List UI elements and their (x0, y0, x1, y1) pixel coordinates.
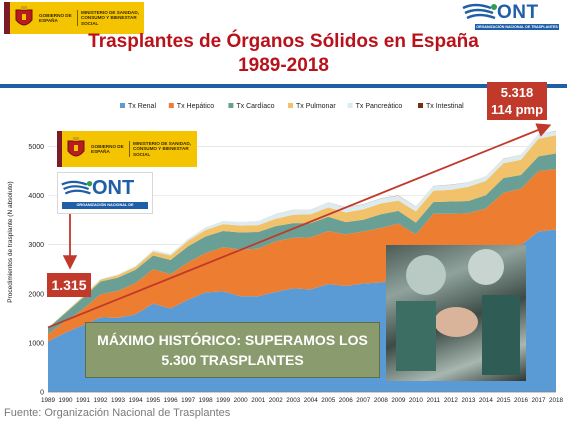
legend-swatch-renal (120, 103, 125, 108)
source-note: Fuente: Organización Nacional de Traspla… (4, 407, 231, 419)
x-tick-label: 1991 (76, 397, 91, 404)
x-tick-label: 1994 (129, 397, 144, 404)
page-subtitle: 1989-2018 (238, 55, 329, 76)
x-tick-label: 2009 (391, 397, 406, 404)
legend-label-renal: Tx Renal (128, 103, 156, 110)
y-tick-label: 0 (40, 390, 44, 397)
x-tick-label: 1998 (199, 397, 214, 404)
header-bar: GOBIERNO DE ESPAÑA MINISTERIO DE SANIDAD… (0, 0, 567, 92)
page-title: Trasplantes de Órganos Sólidos en España (88, 31, 479, 52)
callout-1989: 1.315 (47, 273, 91, 297)
x-tick-label: 1993 (111, 397, 126, 404)
legend-swatch-pancreatico (347, 103, 353, 108)
x-tick-label: 2012 (444, 397, 459, 404)
inset-ont-logo: ONT ORGANIZACIÓN NACIONAL DE TRASPLANTES (57, 172, 153, 214)
surgery-photo (386, 245, 526, 381)
ont-logo: ONT ORGANIZACIÓN NACIONAL DE TRASPLANTES (461, 2, 561, 32)
x-tick-label: 2001 (251, 397, 266, 404)
x-tick-label: 1996 (164, 397, 179, 404)
banner-line2: 5.300 TRASPLANTES (161, 352, 304, 368)
chart-legend: Tx Renal Tx Hepático Tx Cardíaco Tx Pulmona… (120, 103, 464, 110)
inset-coat-of-arms-icon (67, 137, 85, 157)
header-divider (0, 84, 567, 88)
ont-wordmark: ONT (497, 2, 539, 23)
ont-subtitle: ORGANIZACIÓN NACIONAL DE TRASPLANTES (475, 24, 559, 30)
x-tick-label: 2004 (304, 397, 319, 404)
legend-label-hepatico: Tx Hepático (177, 103, 214, 110)
x-tick-label: 1990 (59, 397, 74, 404)
x-tick-label: 2008 (374, 397, 389, 404)
legend-swatch-pulmonar (288, 103, 293, 108)
inset-ont-subtitle: ORGANIZACIÓN NACIONAL DE TRASPLANTES (62, 202, 148, 214)
legend-swatch-hepatico (168, 103, 174, 108)
government-logo: GOBIERNO DE ESPAÑA MINISTERIO DE SANIDAD… (4, 2, 144, 34)
x-tick-label: 2016 (514, 397, 529, 404)
inset-gov-line1: GOBIERNO DE ESPAÑA (91, 143, 124, 154)
y-tick-label: 2000 (28, 291, 44, 298)
legend-label-cardiaco: Tx Cardíaco (236, 103, 274, 110)
inset-ont-wave-icon (61, 180, 93, 195)
total-outline (47, 130, 557, 328)
gov-line2: MINISTERIO DE SANIDAD, CONSUMO Y BIENEST… (77, 9, 141, 27)
x-tick-label: 1997 (181, 397, 196, 404)
y-axis-label: Procedimientos de trasplante (N absoluto… (7, 181, 14, 302)
x-tick-label: 2005 (321, 397, 336, 404)
area-series-hepatico (48, 169, 556, 342)
gov-line1: GOBIERNO DE ESPAÑA (39, 12, 72, 23)
legend-swatch-intestinal (418, 103, 423, 108)
legend-label-intestinal: Tx Intestinal (426, 103, 464, 110)
x-tick-label: 2007 (356, 397, 371, 404)
x-tick-label: 2003 (286, 397, 301, 404)
flag-strip (4, 2, 10, 34)
record-banner: MÁXIMO HISTÓRICO: SUPERAMOS LOS 5.300 TR… (85, 322, 380, 378)
inset-flag-strip (57, 131, 62, 167)
x-tick-label: 2011 (427, 397, 441, 404)
annotation-arrows (47, 123, 552, 329)
x-tick-label: 2000 (234, 397, 249, 404)
inset-gov-line2: MINISTERIO DE SANIDAD, CONSUMO Y BIENEST… (129, 140, 193, 158)
inset-government-logo: GOBIERNO DE ESPAÑA MINISTERIO DE SANIDAD… (57, 131, 197, 167)
surgical-field (434, 307, 478, 337)
surgeon-gown-right (482, 295, 520, 375)
coat-of-arms-icon (15, 6, 33, 26)
legend-label-pulmonar: Tx Pulmonar (296, 103, 336, 110)
x-tick-label: 1992 (94, 397, 109, 404)
x-tick-label: 1989 (41, 397, 56, 404)
ont-wave-icon (462, 3, 497, 20)
x-tick-label: 2014 (479, 397, 494, 404)
y-tick-label: 3000 (28, 242, 44, 249)
callout-2018: 5.318 114 pmp (487, 82, 547, 120)
x-tick-label: 2015 (496, 397, 511, 404)
x-tick-label: 2018 (549, 397, 564, 404)
x-tick-label: 2013 (461, 397, 476, 404)
legend-label-pancreatico: Tx Pancreático (356, 103, 403, 110)
x-tick-label: 2006 (339, 397, 354, 404)
x-tick-label: 1995 (146, 397, 161, 404)
callout-2018-value: 5.318 (500, 85, 534, 100)
callout-2018-rate: 114 pmp (490, 102, 544, 117)
surgeon-head-left (406, 255, 446, 295)
x-tick-label: 2002 (269, 397, 284, 404)
y-tick-label: 5000 (28, 144, 44, 151)
x-tick-label: 2017 (531, 397, 546, 404)
surgeon-gown-left (396, 301, 436, 371)
legend-swatch-cardiaco (228, 103, 234, 108)
x-tick-label: 1999 (216, 397, 231, 404)
x-tick-label: 2010 (409, 397, 424, 404)
banner-line1: MÁXIMO HISTÓRICO: SUPERAMOS LOS (97, 332, 368, 348)
y-tick-label: 1000 (28, 340, 44, 347)
y-tick-label: 4000 (28, 193, 44, 200)
inset-ont-wordmark: ONT (92, 177, 135, 199)
surgeon-head-right (468, 249, 504, 285)
growth-trend-arrow (47, 123, 552, 329)
